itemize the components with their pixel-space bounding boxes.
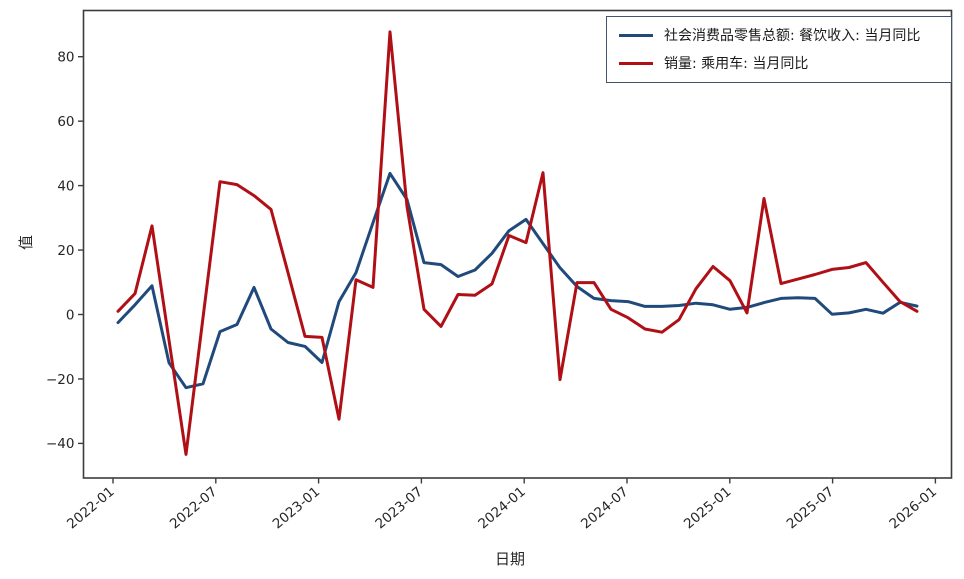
- y-tick-label: −20: [46, 372, 75, 388]
- x-tick-label: 2023-01: [270, 484, 323, 533]
- x-tick-label: 2022-07: [167, 484, 220, 533]
- legend-label: 销量: 乘用车: 当月同比: [664, 56, 809, 72]
- legend-line-swatch-blue: [619, 33, 653, 37]
- y-tick-label: 60: [57, 114, 74, 130]
- x-tick-label: 2025-01: [681, 484, 734, 533]
- legend-label: 社会消费品零售总额: 餐饮收入: 当月同比: [664, 28, 921, 44]
- y-tick-label: 0: [66, 307, 75, 323]
- x-tick-label: 2024-07: [578, 484, 631, 533]
- y-tick-label: 20: [57, 243, 74, 259]
- legend-entry-catering: 社会消费品零售总额: 餐饮收入: 当月同比: [619, 25, 941, 45]
- x-tick-label: 2024-01: [475, 484, 528, 533]
- x-tick-label: 2022-01: [64, 484, 117, 533]
- y-tick-label: 80: [57, 50, 74, 66]
- y-axis-label: 值: [17, 234, 36, 251]
- series-line-passenger-car-sales: [116, 30, 919, 456]
- x-axis-label: 日期: [495, 550, 526, 568]
- x-tick-label: 2025-07: [784, 484, 837, 533]
- plot-frame: [82, 9, 953, 479]
- legend-line-swatch-red: [619, 61, 653, 65]
- y-tick-label: −40: [46, 436, 75, 452]
- legend: 社会消费品零售总额: 餐饮收入: 当月同比 销量: 乘用车: 当月同比: [606, 16, 952, 83]
- legend-entry-passenger-car: 销量: 乘用车: 当月同比: [619, 53, 941, 73]
- x-tick-label: 2023-07: [372, 484, 425, 533]
- y-tick-label: 40: [57, 178, 74, 194]
- series-line-catering-revenue: [116, 171, 919, 390]
- x-tick-label: 2026-01: [886, 484, 939, 533]
